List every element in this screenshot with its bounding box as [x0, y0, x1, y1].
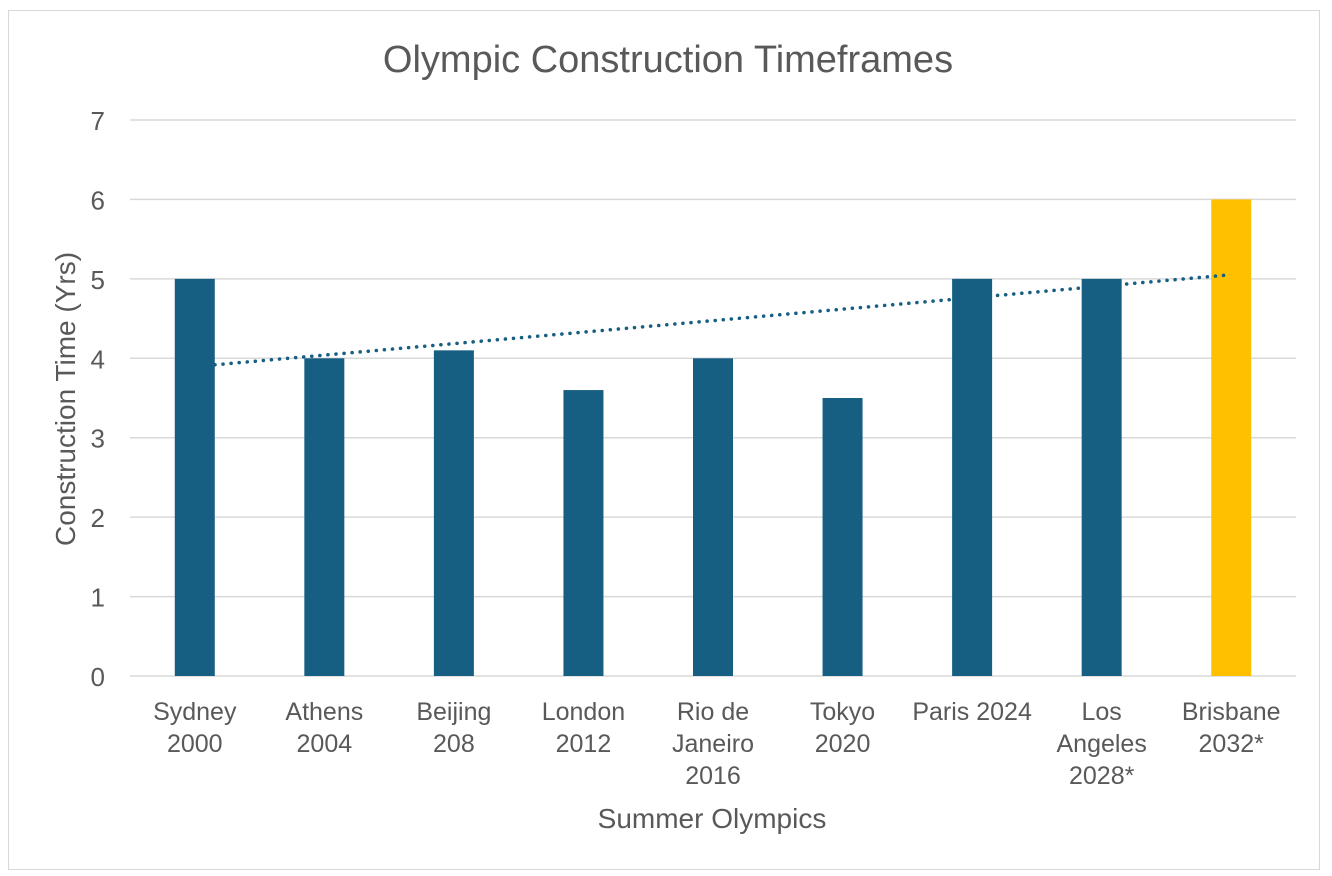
x-tick-label: Los Angeles 2028* — [1056, 698, 1146, 790]
bar-0 — [174, 278, 215, 676]
y-tick-labels: 0 1 2 3 4 5 6 7 — [91, 106, 105, 692]
y-tick-label: 5 — [91, 265, 105, 295]
bar-8 — [1211, 199, 1252, 676]
y-tick-label: 0 — [91, 662, 105, 692]
y-tick-label: 7 — [91, 106, 105, 136]
y-tick-label: 4 — [91, 344, 105, 374]
x-tick-label: Tokyo 2020 — [810, 698, 875, 758]
trendline — [197, 273, 1231, 368]
x-tick-label: Paris 2024 — [912, 698, 1032, 726]
chart-title: Olympic Construction Timeframes — [383, 39, 953, 81]
x-tick-labels: Sydney 2000 Athens 2004 Beijing 208 London 2012… — [153, 698, 1280, 790]
bar-4 — [693, 358, 733, 676]
x-tick-label: Athens 2004 — [285, 698, 363, 758]
chart-svg: Olympic Construction Timeframes Construc… — [50, 39, 1296, 834]
x-tick-label: London 2012 — [542, 698, 625, 758]
y-tick-label: 6 — [91, 185, 105, 215]
y-axis-title: Construction Time (Yrs) — [50, 252, 81, 546]
trendline-line — [197, 273, 1231, 368]
y-tick-label: 2 — [91, 503, 105, 533]
bar-6 — [952, 278, 993, 676]
x-tick-label: Rio de Janeiro 2016 — [672, 698, 754, 790]
y-tick-label: 1 — [91, 583, 105, 613]
bar-3 — [563, 390, 604, 676]
x-axis-title: Summer Olympics — [598, 803, 827, 834]
x-tick-label: Brisbane 2032* — [1182, 698, 1281, 758]
bar-2 — [433, 350, 474, 676]
y-tick-label: 3 — [91, 424, 105, 454]
x-tick-label: Beijing 208 — [416, 698, 491, 758]
bar-5 — [822, 398, 863, 676]
bars — [174, 199, 1252, 676]
bar-7 — [1081, 278, 1122, 676]
bar-1 — [304, 358, 345, 676]
x-tick-label: Sydney 2000 — [153, 698, 237, 758]
chart-frame: Olympic Construction Timeframes Construc… — [8, 10, 1320, 870]
